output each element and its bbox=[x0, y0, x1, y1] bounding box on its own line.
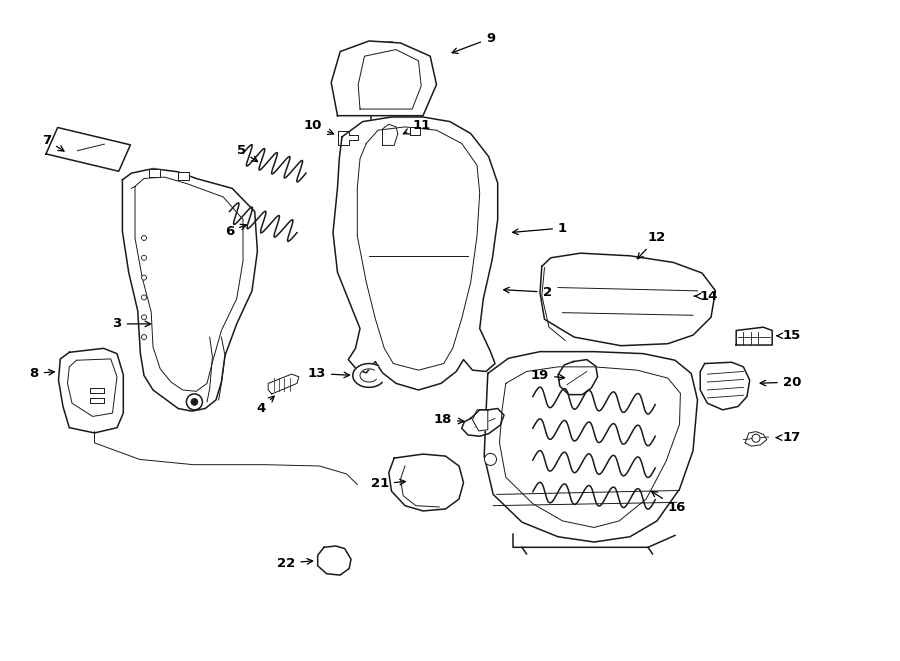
Polygon shape bbox=[338, 131, 358, 145]
Polygon shape bbox=[484, 352, 698, 542]
Circle shape bbox=[186, 394, 202, 410]
Text: 5: 5 bbox=[237, 144, 257, 161]
Text: 17: 17 bbox=[777, 431, 801, 444]
Polygon shape bbox=[382, 41, 392, 48]
Text: 18: 18 bbox=[434, 413, 464, 426]
Polygon shape bbox=[540, 253, 716, 346]
Circle shape bbox=[141, 255, 147, 260]
Polygon shape bbox=[318, 546, 351, 575]
Polygon shape bbox=[700, 362, 750, 410]
Text: 15: 15 bbox=[777, 329, 801, 342]
Polygon shape bbox=[122, 169, 257, 411]
Circle shape bbox=[141, 295, 147, 300]
Polygon shape bbox=[389, 454, 464, 511]
Text: 20: 20 bbox=[760, 375, 801, 389]
Polygon shape bbox=[149, 169, 160, 177]
Text: 8: 8 bbox=[30, 367, 54, 380]
Text: 7: 7 bbox=[42, 134, 64, 151]
Text: 21: 21 bbox=[371, 477, 405, 490]
Polygon shape bbox=[268, 374, 299, 394]
Text: 16: 16 bbox=[652, 491, 686, 514]
Polygon shape bbox=[90, 398, 104, 403]
Text: 12: 12 bbox=[637, 231, 666, 258]
Polygon shape bbox=[382, 124, 398, 145]
Polygon shape bbox=[736, 327, 772, 345]
Text: 4: 4 bbox=[256, 396, 274, 415]
Polygon shape bbox=[46, 128, 130, 171]
Text: 1: 1 bbox=[513, 221, 567, 235]
Polygon shape bbox=[90, 388, 104, 393]
Text: 22: 22 bbox=[277, 557, 312, 570]
Polygon shape bbox=[745, 432, 767, 446]
Polygon shape bbox=[462, 408, 504, 436]
Text: 14: 14 bbox=[695, 290, 718, 303]
Circle shape bbox=[484, 453, 497, 465]
Polygon shape bbox=[353, 364, 382, 387]
Circle shape bbox=[141, 334, 147, 340]
Polygon shape bbox=[410, 127, 420, 135]
Text: 19: 19 bbox=[531, 369, 564, 382]
Text: 3: 3 bbox=[112, 317, 150, 330]
Polygon shape bbox=[58, 348, 123, 433]
Text: 2: 2 bbox=[504, 286, 552, 299]
Text: 9: 9 bbox=[452, 32, 495, 54]
Circle shape bbox=[191, 399, 198, 405]
Polygon shape bbox=[333, 117, 498, 390]
Circle shape bbox=[141, 235, 147, 241]
Circle shape bbox=[752, 434, 760, 442]
Polygon shape bbox=[178, 172, 189, 180]
Text: 6: 6 bbox=[225, 224, 247, 238]
Polygon shape bbox=[472, 410, 488, 431]
Text: 13: 13 bbox=[308, 367, 349, 380]
Text: 11: 11 bbox=[403, 119, 430, 134]
Circle shape bbox=[141, 315, 147, 320]
Polygon shape bbox=[331, 41, 436, 116]
Polygon shape bbox=[558, 360, 598, 395]
Text: 10: 10 bbox=[304, 119, 334, 134]
Circle shape bbox=[141, 275, 147, 280]
